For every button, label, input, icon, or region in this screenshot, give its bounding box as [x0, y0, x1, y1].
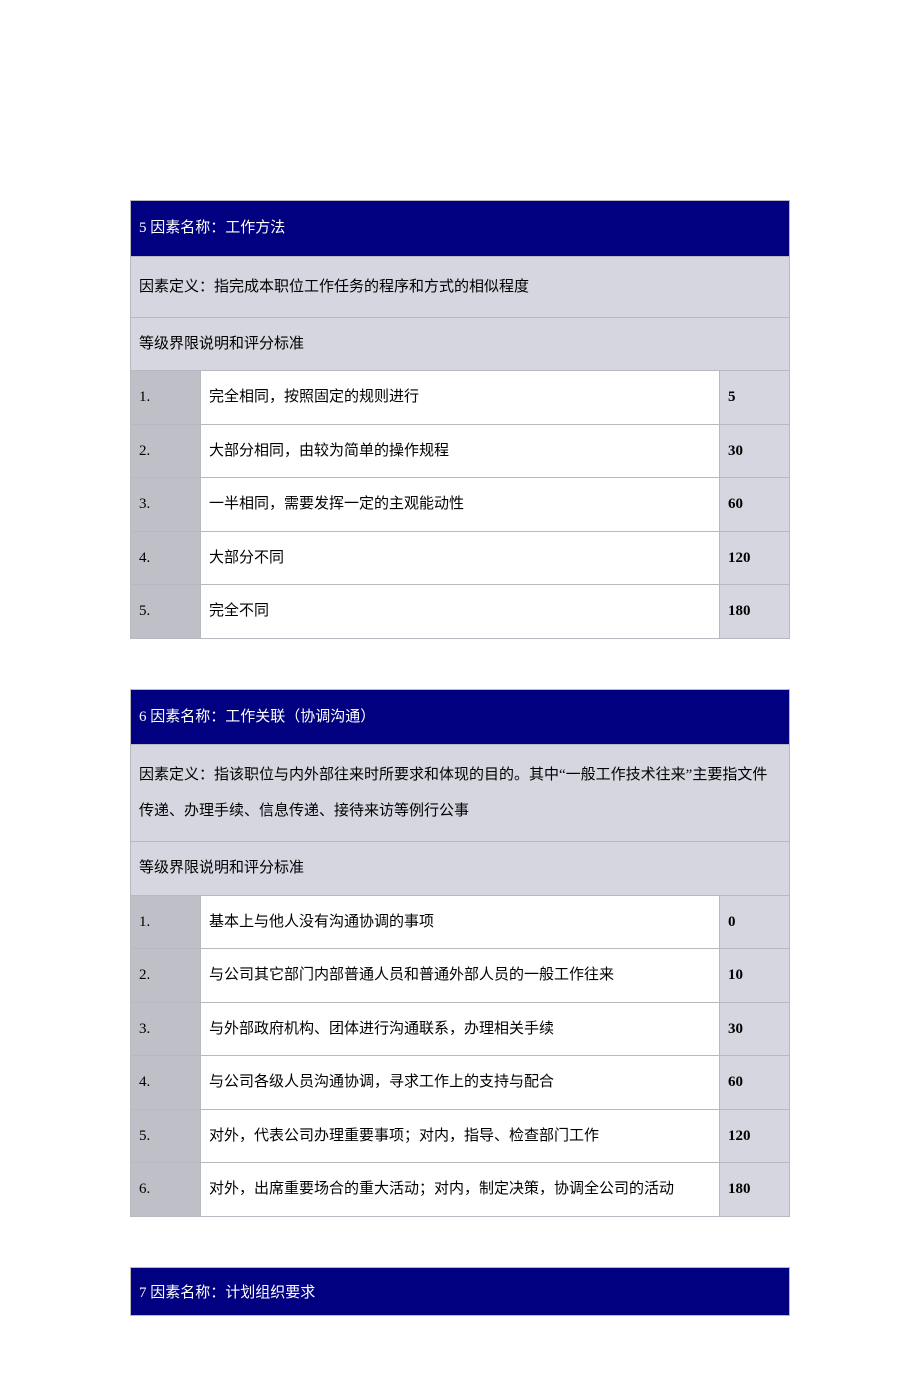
- factor6-header: 6 因素名称：工作关联（协调沟通）: [131, 689, 790, 745]
- row-description: 与公司其它部门内部普通人员和普通外部人员的一般工作往来: [201, 949, 720, 1003]
- row-score: 180: [720, 585, 790, 639]
- factor6-criteria-label: 等级界限说明和评分标准: [131, 842, 790, 896]
- row-description: 与公司各级人员沟通协调，寻求工作上的支持与配合: [201, 1056, 720, 1110]
- row-number: 5.: [131, 585, 201, 639]
- row-description: 对外，代表公司办理重要事项；对内，指导、检查部门工作: [201, 1109, 720, 1163]
- row-number: 3.: [131, 1002, 201, 1056]
- row-score: 60: [720, 478, 790, 532]
- factor5-table: 5 因素名称：工作方法 因素定义：指完成本职位工作任务的程序和方式的相似程度 等…: [130, 200, 790, 639]
- row-description: 基本上与他人没有沟通协调的事项: [201, 895, 720, 949]
- table-row: 5.完全不同180: [131, 585, 790, 639]
- row-score: 120: [720, 1109, 790, 1163]
- table-row: 2.大部分相同，由较为简单的操作规程30: [131, 424, 790, 478]
- table-row: 4.大部分不同120: [131, 531, 790, 585]
- row-score: 10: [720, 949, 790, 1003]
- table-row: 2.与公司其它部门内部普通人员和普通外部人员的一般工作往来10: [131, 949, 790, 1003]
- table-row: 5.对外，代表公司办理重要事项；对内，指导、检查部门工作120: [131, 1109, 790, 1163]
- row-number: 2.: [131, 949, 201, 1003]
- factor5-criteria-label: 等级界限说明和评分标准: [131, 317, 790, 371]
- table-row: 6.对外，出席重要场合的重大活动；对内，制定决策，协调全公司的活动180: [131, 1163, 790, 1217]
- row-number: 1.: [131, 371, 201, 425]
- factor5-header: 5 因素名称：工作方法: [131, 201, 790, 257]
- row-description: 大部分相同，由较为简单的操作规程: [201, 424, 720, 478]
- row-score: 30: [720, 424, 790, 478]
- factor6-table: 6 因素名称：工作关联（协调沟通） 因素定义：指该职位与内外部往来时所要求和体现…: [130, 689, 790, 1217]
- factor7-table: 7 因素名称：计划组织要求: [130, 1267, 790, 1316]
- row-description: 大部分不同: [201, 531, 720, 585]
- row-number: 2.: [131, 424, 201, 478]
- factor6-header-row: 6 因素名称：工作关联（协调沟通）: [131, 689, 790, 745]
- factor6-definition-row: 因素定义：指该职位与内外部往来时所要求和体现的目的。其中“一般工作技术往来”主要…: [131, 745, 790, 842]
- row-description: 完全不同: [201, 585, 720, 639]
- row-number: 6.: [131, 1163, 201, 1217]
- row-description: 与外部政府机构、团体进行沟通联系，办理相关手续: [201, 1002, 720, 1056]
- row-description: 一半相同，需要发挥一定的主观能动性: [201, 478, 720, 532]
- table-row: 4.与公司各级人员沟通协调，寻求工作上的支持与配合60: [131, 1056, 790, 1110]
- factor5-definition: 因素定义：指完成本职位工作任务的程序和方式的相似程度: [131, 256, 790, 317]
- factor7-header-row: 7 因素名称：计划组织要求: [131, 1267, 790, 1315]
- factor5-rows: 1.完全相同，按照固定的规则进行52.大部分相同，由较为简单的操作规程303.一…: [131, 371, 790, 639]
- row-score: 0: [720, 895, 790, 949]
- factor5-definition-row: 因素定义：指完成本职位工作任务的程序和方式的相似程度: [131, 256, 790, 317]
- factor5-header-row: 5 因素名称：工作方法: [131, 201, 790, 257]
- row-score: 5: [720, 371, 790, 425]
- factor7-header: 7 因素名称：计划组织要求: [131, 1267, 790, 1315]
- table-row: 3.与外部政府机构、团体进行沟通联系，办理相关手续30: [131, 1002, 790, 1056]
- row-number: 1.: [131, 895, 201, 949]
- factor6-criteria-row: 等级界限说明和评分标准: [131, 842, 790, 896]
- row-score: 180: [720, 1163, 790, 1217]
- row-number: 4.: [131, 1056, 201, 1110]
- row-number: 4.: [131, 531, 201, 585]
- factor6-definition: 因素定义：指该职位与内外部往来时所要求和体现的目的。其中“一般工作技术往来”主要…: [131, 745, 790, 842]
- table-row: 1.完全相同，按照固定的规则进行5: [131, 371, 790, 425]
- factor5-criteria-row: 等级界限说明和评分标准: [131, 317, 790, 371]
- row-score: 120: [720, 531, 790, 585]
- row-score: 60: [720, 1056, 790, 1110]
- table-row: 1.基本上与他人没有沟通协调的事项0: [131, 895, 790, 949]
- row-score: 30: [720, 1002, 790, 1056]
- row-description: 完全相同，按照固定的规则进行: [201, 371, 720, 425]
- row-number: 5.: [131, 1109, 201, 1163]
- row-number: 3.: [131, 478, 201, 532]
- row-description: 对外，出席重要场合的重大活动；对内，制定决策，协调全公司的活动: [201, 1163, 720, 1217]
- factor6-rows: 1.基本上与他人没有沟通协调的事项02.与公司其它部门内部普通人员和普通外部人员…: [131, 895, 790, 1216]
- table-row: 3.一半相同，需要发挥一定的主观能动性60: [131, 478, 790, 532]
